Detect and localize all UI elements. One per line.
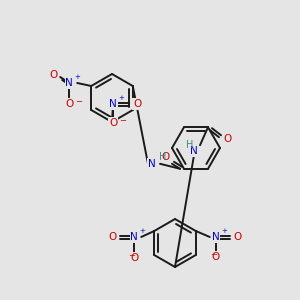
Text: −: − <box>210 250 217 259</box>
Text: O: O <box>223 134 231 144</box>
Text: O: O <box>162 152 170 162</box>
Text: +: + <box>221 228 227 234</box>
Text: +: + <box>139 228 145 234</box>
Text: N: N <box>109 99 117 109</box>
Text: O: O <box>65 99 73 109</box>
Text: −: − <box>75 97 82 106</box>
Text: O: O <box>212 252 220 262</box>
Text: H: H <box>159 152 166 162</box>
Text: N: N <box>190 146 198 156</box>
Text: −: − <box>119 116 126 125</box>
Text: N: N <box>212 232 220 242</box>
Text: N: N <box>130 232 138 242</box>
Text: O: O <box>49 70 57 80</box>
Text: H: H <box>186 140 194 150</box>
Text: O: O <box>109 118 117 128</box>
Text: O: O <box>130 253 138 263</box>
Text: N: N <box>148 159 156 169</box>
Text: +: + <box>74 74 80 80</box>
Text: O: O <box>234 232 242 242</box>
Text: N: N <box>65 78 73 88</box>
Text: O: O <box>133 99 141 109</box>
Text: +: + <box>118 95 124 101</box>
Text: −: − <box>128 251 135 260</box>
Text: O: O <box>108 232 116 242</box>
